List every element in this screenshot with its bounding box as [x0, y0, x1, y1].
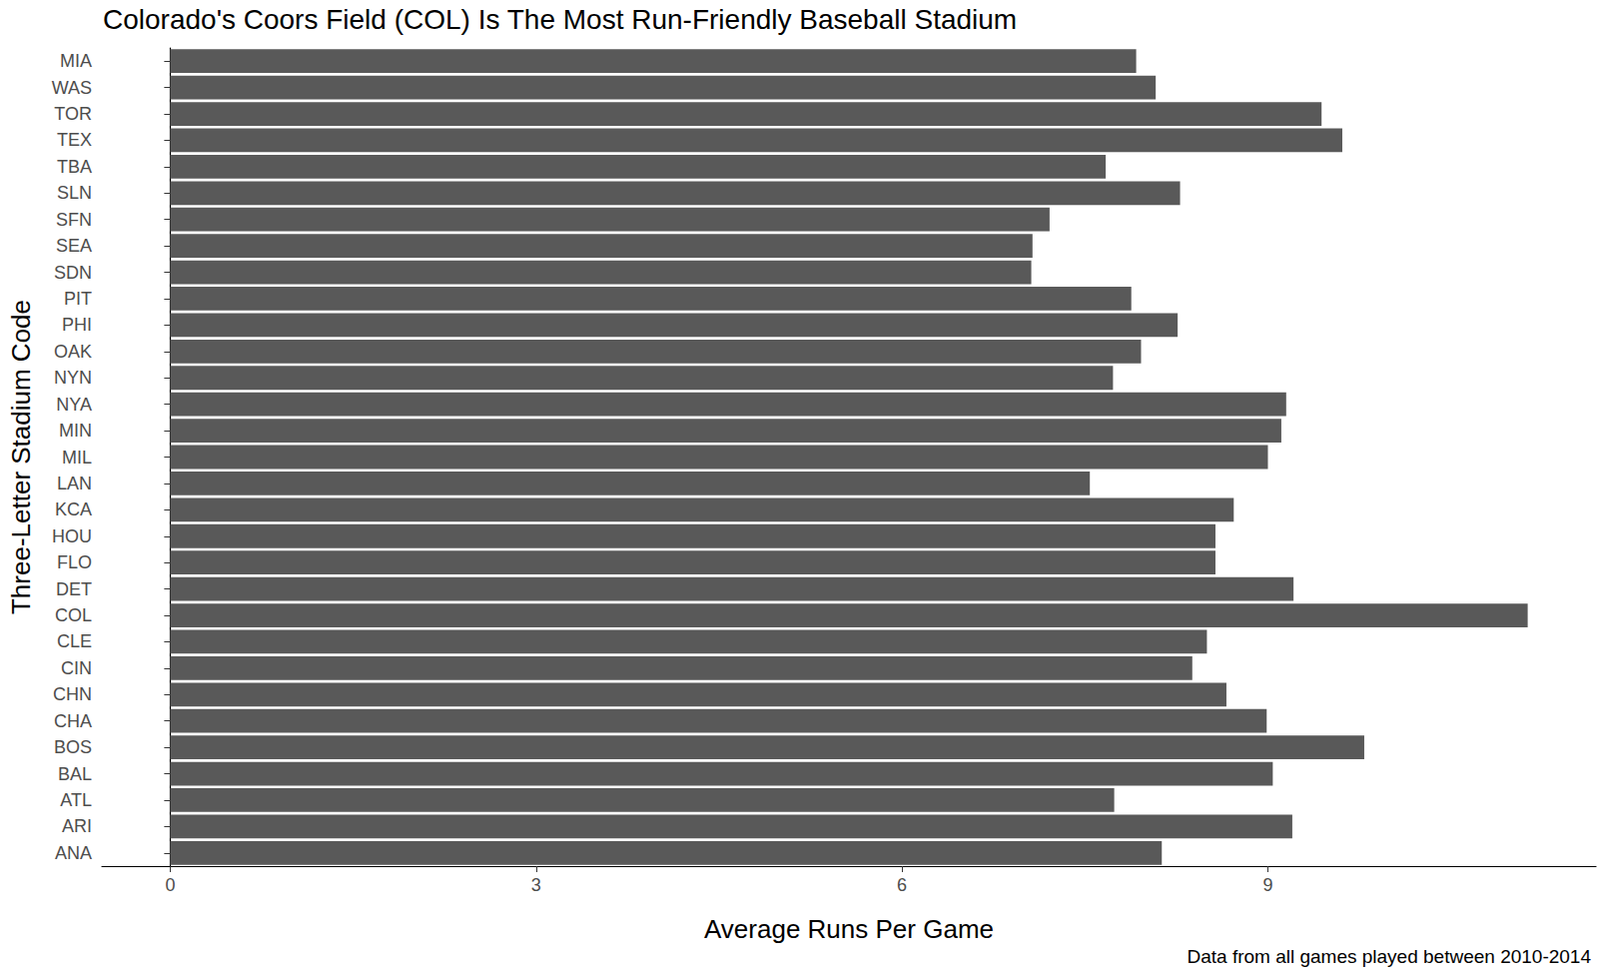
svg-text:Data from all games played bet: Data from all games played between 2010-… — [1186, 945, 1592, 967]
svg-text:DET: DET — [55, 579, 92, 600]
svg-text:COL: COL — [54, 605, 92, 626]
svg-text:MIL: MIL — [61, 447, 92, 468]
svg-text:6: 6 — [896, 874, 907, 895]
svg-text:MIN: MIN — [58, 420, 92, 441]
svg-text:CIN: CIN — [60, 658, 92, 679]
svg-text:MIA: MIA — [59, 50, 92, 71]
svg-text:WAS: WAS — [51, 77, 92, 98]
svg-text:Three-Letter Stadium Code: Three-Letter Stadium Code — [5, 299, 36, 615]
svg-text:SLN: SLN — [56, 182, 92, 203]
svg-text:OAK: OAK — [53, 341, 92, 362]
svg-text:TBA: TBA — [56, 156, 92, 177]
svg-text:Average Runs Per Game: Average Runs Per Game — [704, 913, 994, 944]
svg-text:FLO: FLO — [56, 552, 92, 573]
svg-text:LAN: LAN — [56, 473, 92, 494]
svg-text:KCA: KCA — [54, 499, 92, 520]
svg-text:CHN: CHN — [52, 684, 92, 705]
svg-text:NYA: NYA — [55, 394, 92, 415]
svg-text:ARI: ARI — [61, 815, 92, 836]
svg-text:SDN: SDN — [53, 262, 92, 283]
svg-text:BAL: BAL — [57, 764, 92, 785]
svg-text:3: 3 — [531, 874, 542, 895]
svg-text:TOR: TOR — [53, 103, 92, 124]
svg-text:Colorado's Coors Field (COL) I: Colorado's Coors Field (COL) Is The Most… — [102, 3, 1017, 35]
svg-text:NYN: NYN — [53, 367, 92, 388]
svg-text:PHI: PHI — [61, 314, 92, 335]
svg-text:0: 0 — [164, 874, 175, 895]
svg-text:9: 9 — [1262, 874, 1273, 895]
svg-text:ATL: ATL — [59, 790, 92, 810]
svg-text:SFN: SFN — [55, 209, 92, 230]
svg-text:SEA: SEA — [55, 235, 92, 256]
svg-text:ANA: ANA — [54, 842, 92, 863]
svg-text:CHA: CHA — [53, 711, 92, 732]
svg-text:BOS: BOS — [53, 737, 92, 758]
svg-text:PIT: PIT — [63, 288, 92, 309]
svg-text:TEX: TEX — [56, 129, 92, 150]
svg-text:HOU: HOU — [51, 526, 92, 547]
svg-text:CLE: CLE — [56, 631, 92, 652]
